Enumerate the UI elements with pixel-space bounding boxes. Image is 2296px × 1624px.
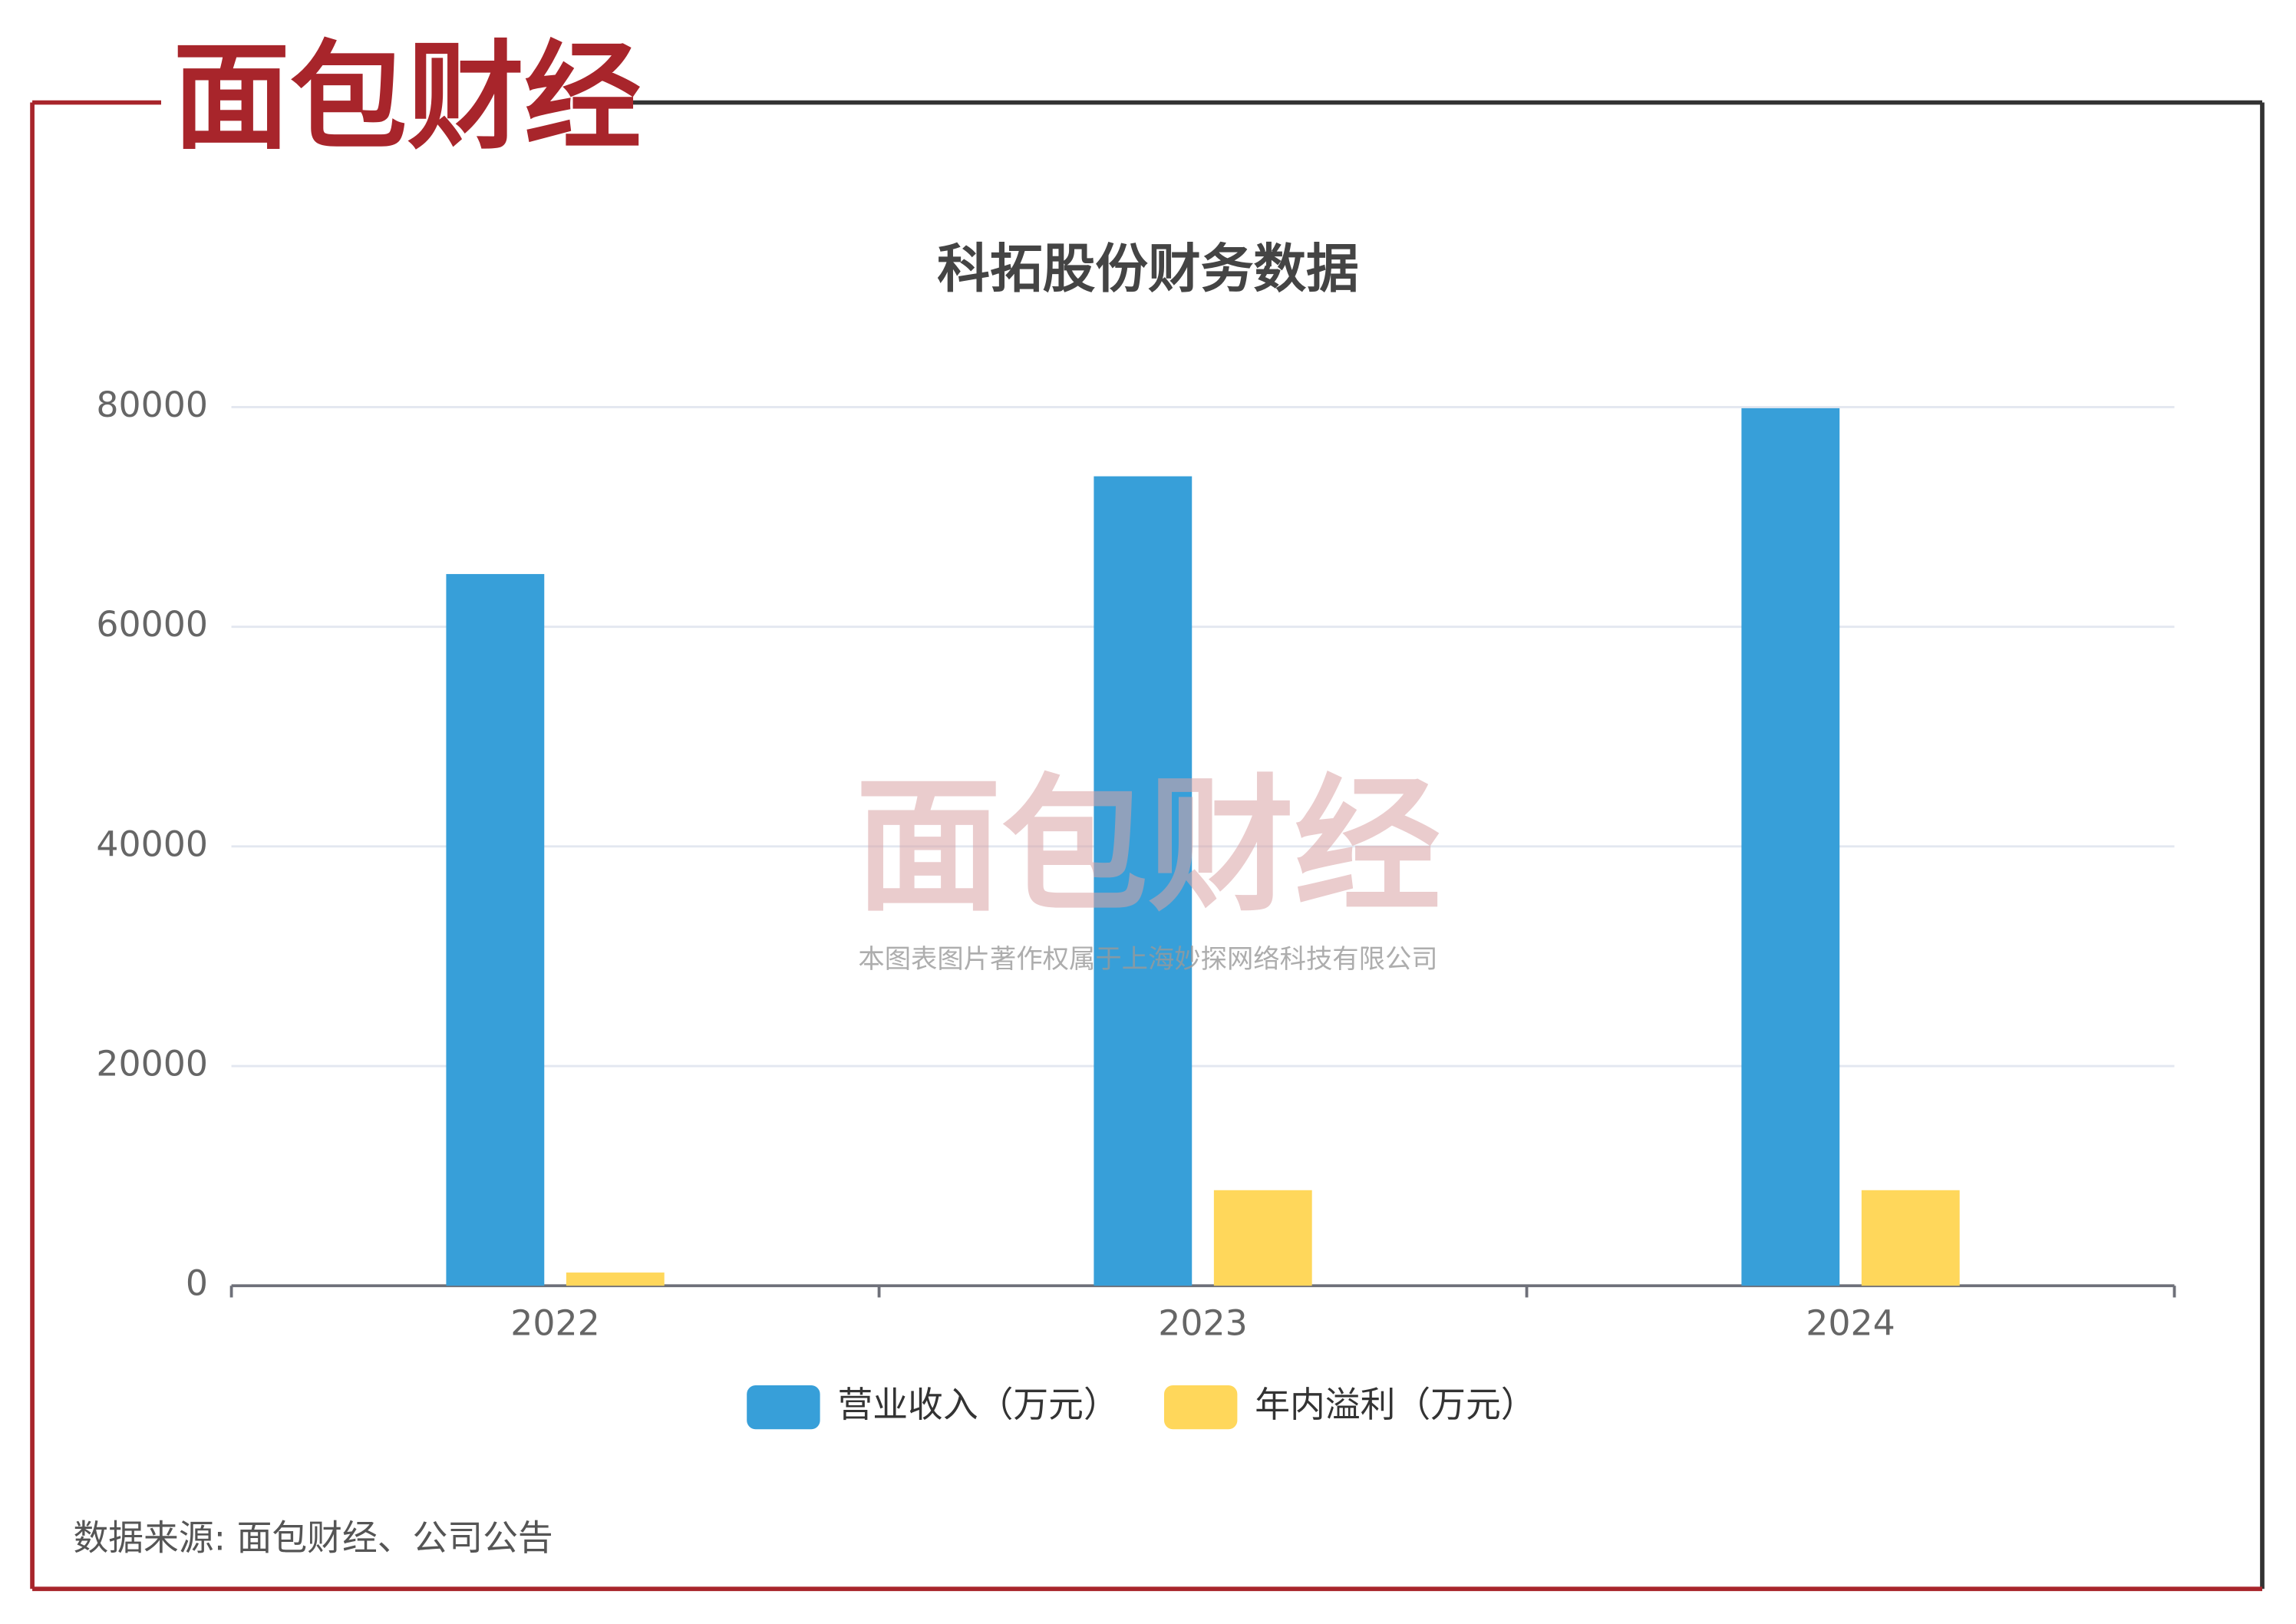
chart-title: 科拓股份财务数据 — [937, 239, 1358, 300]
legend-label: 年内溢利（万元） — [1255, 1384, 1536, 1425]
x-tick-label: 2024 — [1806, 1302, 1895, 1343]
y-tick-label: 80000 — [96, 384, 208, 425]
y-tick-label: 20000 — [96, 1043, 208, 1084]
watermark-text: 本图表图片著作权属于上海妙探网络科技有限公司 — [858, 944, 1437, 975]
y-tick-label: 60000 — [96, 603, 208, 645]
bar — [1213, 1190, 1312, 1286]
x-tick-label: 2022 — [510, 1302, 600, 1343]
legend-label: 营业收入（万元） — [837, 1384, 1118, 1425]
x-tick-label: 2023 — [1158, 1302, 1248, 1343]
bar — [1741, 408, 1840, 1286]
y-tick-label: 0 — [186, 1263, 208, 1304]
bar — [1094, 476, 1193, 1286]
bar — [566, 1272, 665, 1286]
source: 数据来源: 面包财经、公司公告 — [74, 1517, 553, 1559]
plot: 0 20000 40000 60000 80000 2022 2023 2024 营业收入（万元… — [96, 384, 2176, 1430]
y-tick-label: 40000 — [96, 823, 208, 864]
watermark-logo: 面包财经 — [855, 761, 1440, 931]
bar — [1861, 1190, 1960, 1286]
logo: 面包财经 — [173, 28, 642, 165]
legend-swatch — [747, 1385, 820, 1430]
bar — [446, 573, 545, 1286]
legend-swatch — [1163, 1385, 1238, 1430]
